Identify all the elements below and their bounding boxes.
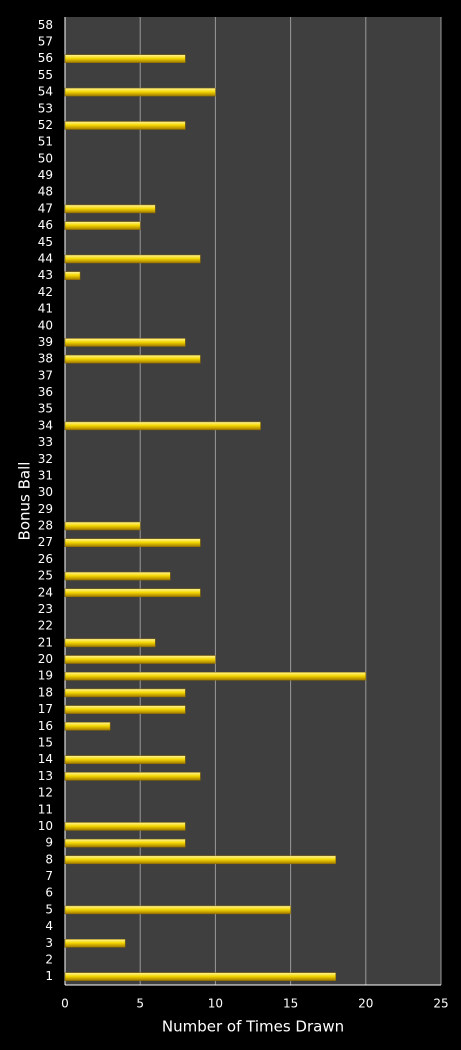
bar (64, 705, 186, 714)
bar (64, 855, 336, 865)
y-tick-label: 16 (38, 719, 53, 733)
bar (64, 671, 367, 681)
y-tick-label: 29 (38, 502, 53, 516)
y-tick-label: 17 (38, 702, 53, 716)
y-tick-label: 58 (38, 18, 53, 32)
y-tick-label: 25 (38, 569, 53, 583)
y-tick-label: 15 (38, 736, 53, 750)
y-tick-label: 55 (38, 68, 53, 82)
y-tick-label: 33 (38, 435, 53, 449)
y-tick-label: 31 (38, 468, 53, 482)
y-tick-label: 24 (38, 585, 53, 599)
bar (64, 655, 216, 664)
y-tick-label: 39 (38, 335, 53, 349)
bar (64, 588, 201, 598)
y-tick-label: 26 (38, 552, 53, 566)
y-tick-label: 18 (38, 685, 53, 699)
y-tick-label: 7 (45, 869, 53, 883)
y-tick-label: 23 (38, 602, 53, 616)
x-tick-label: 20 (358, 997, 373, 1011)
bar (64, 838, 186, 848)
x-tick-label: 25 (433, 997, 448, 1011)
y-tick-label: 4 (45, 919, 53, 933)
y-tick-label: 10 (38, 819, 53, 833)
y-tick-label: 52 (38, 118, 53, 132)
y-tick-label: 41 (38, 302, 53, 316)
bar (64, 221, 141, 230)
y-tick-label: 38 (38, 352, 53, 366)
bar (64, 338, 186, 347)
y-tick-label: 40 (38, 318, 53, 332)
y-tick-label: 49 (38, 168, 53, 182)
y-tick-label: 53 (38, 101, 53, 115)
y-tick-label: 43 (38, 268, 53, 282)
y-tick-label: 28 (38, 519, 53, 533)
x-axis-title: Number of Times Drawn (162, 1018, 344, 1036)
y-tick-label: 37 (38, 368, 53, 382)
y-tick-label: 13 (38, 769, 53, 783)
x-tick-label: 10 (208, 997, 223, 1011)
y-tick-label: 47 (38, 201, 53, 215)
bar (64, 254, 201, 264)
bar (64, 638, 156, 648)
bar (64, 204, 156, 214)
y-tick-label: 34 (38, 418, 53, 432)
x-tick-label: 5 (136, 997, 144, 1011)
y-tick-label: 54 (38, 85, 53, 99)
bar (64, 688, 186, 698)
bar (64, 354, 201, 364)
y-tick-label: 27 (38, 535, 53, 549)
y-tick-label: 45 (38, 235, 53, 249)
y-tick-label: 35 (38, 402, 53, 416)
y-tick-label: 20 (38, 652, 53, 666)
x-tick-label: 0 (61, 997, 69, 1011)
y-tick-label: 51 (38, 135, 53, 149)
y-tick-label: 50 (38, 151, 53, 165)
y-tick-label: 44 (38, 252, 53, 266)
y-tick-label: 12 (38, 786, 53, 800)
bar (64, 538, 201, 547)
y-tick-label: 36 (38, 385, 53, 399)
y-tick-label: 46 (38, 218, 53, 232)
y-tick-label: 14 (38, 752, 53, 766)
y-tick-label: 6 (45, 886, 53, 900)
y-tick-label: 48 (38, 185, 53, 199)
y-axis-title: Bonus Ball (16, 462, 34, 541)
x-tick-label: 15 (283, 997, 298, 1011)
bar (64, 87, 216, 97)
y-tick-label: 9 (45, 836, 53, 850)
y-tick-label: 1 (45, 969, 53, 983)
y-tick-label: 42 (38, 285, 53, 299)
bar (64, 755, 186, 764)
y-tick-label: 57 (38, 35, 53, 49)
y-tick-label: 8 (45, 852, 53, 866)
y-tick-label: 11 (38, 802, 53, 816)
y-tick-label: 30 (38, 485, 53, 499)
y-tick-label: 2 (45, 952, 53, 966)
y-tick-label: 56 (38, 51, 53, 65)
bar (64, 972, 336, 981)
bar (64, 722, 111, 731)
bar (64, 521, 141, 531)
bar (64, 271, 81, 280)
bar (64, 54, 186, 63)
y-tick-label: 5 (45, 902, 53, 916)
y-tick-label: 19 (38, 669, 53, 683)
bar (64, 772, 201, 781)
y-tick-label: 22 (38, 619, 53, 633)
bar (64, 571, 171, 581)
y-tick-label: 3 (45, 936, 53, 950)
bar (64, 822, 186, 831)
y-tick-label: 21 (38, 635, 53, 649)
bar (64, 121, 186, 130)
bar (64, 905, 291, 915)
bar (64, 421, 261, 431)
y-tick-label: 32 (38, 452, 53, 466)
bar (64, 939, 126, 948)
